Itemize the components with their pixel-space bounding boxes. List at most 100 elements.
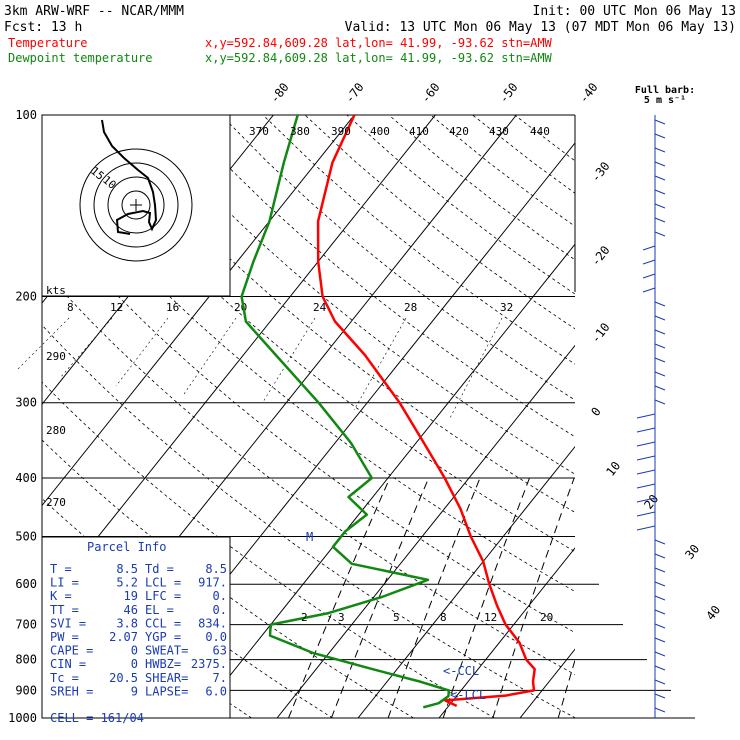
wind-barb	[654, 357, 666, 363]
parcel-row-label: EL =	[145, 603, 174, 617]
wind-barb	[636, 497, 656, 503]
wind-barb	[642, 287, 656, 293]
temperature-tick-label: -10	[588, 320, 612, 346]
parcel-row-label: LAPSE=	[145, 684, 188, 698]
temperature-tick-label: -30	[588, 159, 612, 185]
parcel-row-value: 9	[131, 684, 138, 698]
parcel-row-value: 5.2	[116, 576, 138, 590]
wind-barb	[654, 161, 666, 167]
parcel-row-value: 0	[131, 644, 138, 658]
parcel-row-label: PW =	[50, 630, 79, 644]
theta-label: 430	[489, 125, 509, 138]
speed-tick-label: 24	[313, 301, 327, 314]
pressure-tick-label: 200	[15, 290, 37, 304]
speed-tick-label: 28	[404, 301, 417, 314]
mixing-ratio-line	[557, 658, 575, 718]
isotherm-30	[601, 115, 740, 718]
parcel-row-value: 917.	[198, 576, 227, 590]
wind-barb	[654, 147, 666, 153]
theta-label: 280	[46, 424, 66, 437]
parcel-row-value: 2.07	[109, 630, 138, 644]
wind-barb	[654, 385, 666, 391]
theta-label: 420	[449, 125, 469, 138]
wind-barb	[654, 609, 666, 615]
wind-barb	[654, 203, 666, 209]
parcel-row-label: YGP =	[145, 630, 181, 644]
parcel-info-frame	[41, 536, 231, 719]
hodograph-ring	[107, 176, 165, 234]
temperature-tick-label: 40	[703, 603, 723, 623]
wind-barb	[654, 399, 666, 405]
wind-barb	[654, 707, 666, 713]
temperature-tick-label: -80	[267, 80, 291, 106]
parcel-row-value: 6.0	[205, 684, 227, 698]
isotherm--10	[276, 344, 575, 718]
lcl-marker: <-LCL	[450, 688, 486, 702]
wind-barb	[654, 301, 666, 307]
mixing-ratio-label: 5	[393, 611, 400, 624]
temperature-tick-label: -40	[576, 80, 600, 106]
mixing-ratio-line	[492, 477, 575, 718]
wind-barb	[654, 651, 666, 657]
speed-tick-label: 8	[67, 301, 74, 314]
temperature-tick-label: -70	[342, 80, 366, 106]
parcel-row-value: 3.8	[116, 616, 138, 630]
dry-adiabat	[42, 211, 575, 634]
parcel-row-label: CIN =	[50, 657, 86, 671]
barb-legend-title: Full barb:	[635, 85, 695, 96]
model-title: 3km ARW-WRF -- NCAR/MMM	[4, 4, 184, 19]
barb-legend-unit: 5 m s⁻¹	[644, 95, 686, 106]
dry-adiabat	[178, 115, 575, 438]
mixing-ratio-label: 8	[440, 611, 447, 624]
wind-barb	[636, 427, 656, 433]
parcel-row-value: 2375.	[191, 657, 227, 671]
theta-label: 390	[331, 125, 351, 138]
mixing-ratio-line	[330, 477, 430, 718]
speed-unit-label: kts	[46, 284, 66, 297]
theta-label: 380	[290, 125, 310, 138]
pressure-tick-label: 700	[15, 618, 37, 632]
parcel-row-label: K =	[50, 589, 72, 603]
temperature-location-info: x,y=592.84,609.28 lat,lon= 41.99, -93.62…	[205, 36, 553, 50]
wind-barb	[636, 455, 656, 461]
parcel-row-value: 46	[124, 603, 138, 617]
pressure-tick-label: 900	[15, 683, 37, 697]
pressure-tick-label: 100	[15, 108, 37, 122]
wind-barb	[654, 637, 666, 643]
pressure-tick-label: 800	[15, 653, 37, 667]
wind-barbs	[636, 115, 666, 718]
dry-adiabat	[346, 115, 575, 295]
wind-barb	[636, 441, 656, 447]
speed-guide	[59, 317, 113, 379]
wind-barb	[636, 469, 656, 475]
wind-barb	[654, 595, 666, 601]
isotherm-20	[519, 648, 575, 718]
parcel-row-label: LFC =	[145, 589, 181, 603]
mixing-ratio-label: 12	[484, 611, 497, 624]
theta-label: 270	[46, 496, 66, 509]
wind-barb	[642, 259, 656, 265]
dry-adiabat	[42, 154, 575, 593]
hodograph-ring	[93, 162, 179, 248]
parcel-row-value: 63	[213, 644, 227, 658]
parcel-row-label: CCL =	[145, 616, 181, 630]
mixing-ratio-line	[387, 477, 481, 718]
parcel-row-label: Tc =	[50, 671, 79, 685]
parcel-row-label: SHEAR=	[145, 671, 188, 685]
wind-barb	[654, 329, 666, 335]
mixing-ratio-line	[603, 478, 673, 718]
parcel-row-value: 0.	[213, 603, 227, 617]
isotherm-40	[682, 115, 740, 718]
wind-barb	[636, 483, 656, 489]
pressure-tick-label: 1000	[8, 711, 37, 725]
theta-label: 440	[530, 125, 550, 138]
pressure-tick-label: 600	[15, 577, 37, 591]
parcel-row-label: SREH =	[50, 684, 93, 698]
temperature-tick-label: -50	[496, 80, 520, 106]
valid-time: Valid: 13 UTC Mon 06 May 13 (07 MDT Mon …	[345, 20, 736, 35]
wind-barb	[654, 175, 666, 181]
speed-guide	[115, 317, 169, 387]
isotherm--50	[42, 115, 436, 608]
wind-barb	[654, 315, 666, 321]
